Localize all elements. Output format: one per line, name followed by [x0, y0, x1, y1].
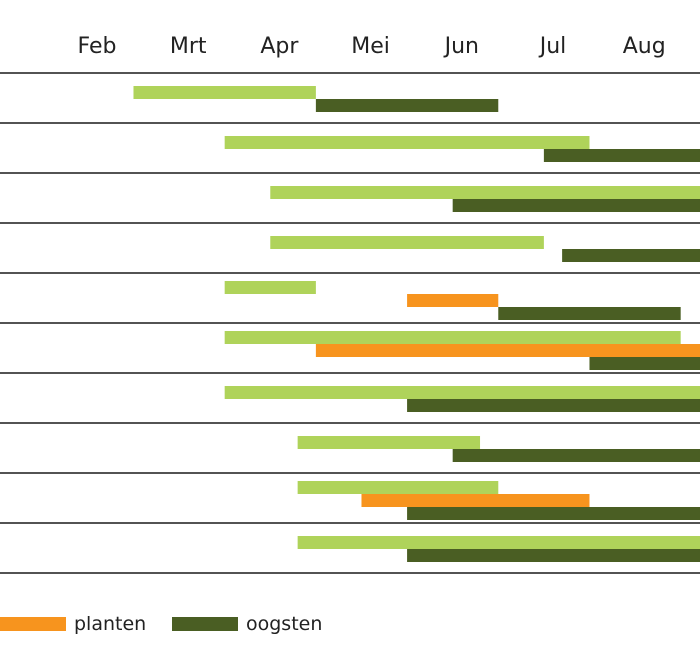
bar-zaaien-row-2 — [224, 136, 590, 149]
bar-zaaien-row-6 — [224, 331, 681, 344]
row-dividers — [0, 72, 700, 574]
bar-oogsten-row-4 — [562, 249, 700, 262]
bar-zaaien-row-7 — [224, 386, 700, 399]
month-label-apr: Apr — [260, 34, 299, 59]
bar-planten-row-6 — [315, 344, 700, 357]
bar-oogsten-row-10 — [407, 549, 700, 562]
legend-swatch-oogsten — [172, 617, 238, 631]
month-label-mei: Mei — [351, 34, 390, 59]
legend: planten oogsten — [0, 613, 322, 635]
month-label-jun: Jun — [443, 34, 479, 59]
bars — [133, 86, 700, 562]
bar-zaaien-row-1 — [133, 86, 316, 99]
month-label-feb: Feb — [78, 34, 117, 59]
month-label-aug: Aug — [623, 34, 666, 59]
bar-oogsten-row-9 — [407, 507, 700, 520]
bar-zaaien-row-3 — [270, 186, 700, 199]
bar-planten-row-5 — [407, 294, 499, 307]
bar-oogsten-row-7 — [407, 399, 700, 412]
bar-zaaien-row-8 — [297, 436, 481, 449]
legend-swatch-planten — [0, 617, 66, 631]
legend-label-planten: planten — [74, 613, 146, 635]
bar-oogsten-row-2 — [543, 149, 700, 162]
month-label-jul: Jul — [538, 34, 567, 59]
bar-zaaien-row-5 — [224, 281, 316, 294]
bar-oogsten-row-3 — [452, 199, 700, 212]
month-label-mrt: Mrt — [170, 34, 207, 59]
bar-planten-row-9 — [361, 494, 590, 507]
month-labels: Feb Mrt Apr Mei Jun Jul Aug — [78, 34, 666, 59]
bar-oogsten-row-6 — [589, 357, 700, 370]
bar-oogsten-row-8 — [452, 449, 700, 462]
bar-zaaien-row-10 — [297, 536, 700, 549]
legend-label-oogsten: oogsten — [246, 613, 322, 635]
bar-oogsten-row-1 — [315, 99, 499, 112]
bar-zaaien-row-4 — [270, 236, 544, 249]
bar-oogsten-row-5 — [498, 307, 681, 320]
bar-zaaien-row-9 — [297, 481, 499, 494]
